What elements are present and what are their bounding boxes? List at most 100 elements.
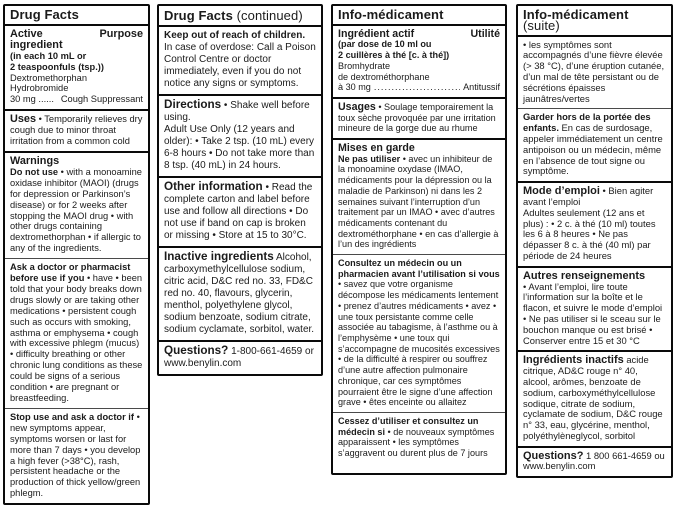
split-right: Antitussif xyxy=(463,82,500,93)
text-run: • Read the complete carton and label bef… xyxy=(164,182,313,241)
section-warnings-do-not-use: Warnings Do not use • with a monoamine ox… xyxy=(5,150,148,258)
text-run: • de nouveaux symptômes apparaissent • l… xyxy=(338,426,495,459)
text-run: In case of overdose: Call a Poison Contr… xyxy=(164,42,316,89)
panel-title: Drug Facts xyxy=(5,6,148,26)
paragraph: (par dose de 10 ml ou 2 cuillères à thé [… xyxy=(338,39,500,60)
panel-title-suffix: (continued) xyxy=(232,8,303,23)
section-autres-renseignements: Autres renseignements • Avant l’emploi, l… xyxy=(518,265,671,351)
section-cessez-d-utiliser: Cessez d’utiliser et consultez un médeci… xyxy=(333,411,505,463)
section-heading: Questions? xyxy=(164,344,229,357)
section-heading: Ingrédients inactifs xyxy=(523,354,624,367)
paragraph: Adult Use Only (12 years and older): • T… xyxy=(164,124,316,172)
paragraph: Garder hors de la portée des enfants. En… xyxy=(523,112,666,177)
text-run: • savez que votre organisme décompose le… xyxy=(338,279,500,408)
text-run: Alcohol, carboxymethylcellulose sodium, … xyxy=(164,252,315,335)
paragraph: Adultes seulement (12 ans et plus) : • 2… xyxy=(523,207,666,262)
bold-run: 2 teaspoonfuls (tsp.)) xyxy=(10,61,105,72)
split-right: Cough Suppressant xyxy=(60,94,143,105)
bold-run: Stop use and ask a doctor if xyxy=(10,411,134,422)
paragraph: Ask a doctor or pharmacist before use if… xyxy=(10,262,143,404)
section-stop-use: Stop use and ask a doctor if • new sympt… xyxy=(5,407,148,503)
paragraph: • Avant l’emploi, lire toute l’informati… xyxy=(523,280,666,347)
panel-title-text: Drug Facts xyxy=(10,7,79,22)
text-run: Dextromethorphan xyxy=(10,72,87,83)
section-other-information: Other information • Read the complete ca… xyxy=(159,176,321,246)
split-left: 30 mg ...... xyxy=(10,94,54,105)
section-questions-fr: Questions? 1 800 661-4659 ou www.benylin… xyxy=(518,445,671,477)
panel-title-text: Info-médicament xyxy=(523,7,629,22)
text-run: • Avant l’emploi, lire toute l’informati… xyxy=(523,280,663,346)
section-heading: Usages xyxy=(338,100,376,113)
text-run: Hydrobromide xyxy=(10,83,69,94)
text-run: • with a monoamine oxidase inhibitor (MA… xyxy=(10,166,142,254)
bold-run: Ne pas utiliser xyxy=(338,153,401,164)
split-right: Purpose xyxy=(99,27,143,40)
bold-run: 2 cuillères à thé [c. à thé]) xyxy=(338,50,450,61)
paragraph: Inactive ingredients Alcohol, carboxymet… xyxy=(164,251,316,336)
text-run: Bromhydrate xyxy=(338,60,391,71)
section-inactive-ingredients-en: Inactive ingredients Alcohol, carboxymet… xyxy=(159,246,321,340)
paragraph: Questions? 1-800-661-4659 or www.benylin… xyxy=(164,345,316,370)
paragraph: Stop use and ask a doctor if • new sympt… xyxy=(10,412,143,499)
text-run: Adult Use Only (12 years and older): • T… xyxy=(164,124,315,171)
bold-run: Do not use xyxy=(10,166,59,177)
text-run: • new symptoms appear, symptoms worsen o… xyxy=(10,411,141,499)
split-left: à 30 mg xyxy=(338,82,371,93)
panel-title: Drug Facts (continued) xyxy=(159,6,321,27)
section-heading: Uses xyxy=(10,113,36,126)
paragraph: Cessez d’utiliser et consultez un médeci… xyxy=(338,416,500,459)
text-run: 1-800-661-4659 or www.benylin.com xyxy=(164,346,314,369)
dose-leader-row: à 30 mg.................................… xyxy=(338,82,500,93)
bold-run: Consultez un médecin ou un pharmacien av… xyxy=(338,258,500,279)
section-consultez-un-medecin: Consultez un médecin ou un pharmacien av… xyxy=(333,254,505,412)
panel-drug-facts-en: Drug Facts Active ingredient Purpose (in ea… xyxy=(3,4,150,505)
section-ingredients-inactifs-fr: Ingrédients inactifs acide citrique, AD&… xyxy=(518,350,671,445)
panel-info-medicament: Info-médicament Ingrédient actif Utilité (p… xyxy=(331,4,507,475)
section-mises-en-garde: Mises en garde Ne pas utiliser • avec un … xyxy=(333,138,505,254)
ingredient-purpose-row: Active ingredient Purpose xyxy=(10,29,143,51)
paragraph: Ingrédients inactifs acide citrique, AD&… xyxy=(523,354,666,441)
text-run: • Temporarily relieves dry cough due to … xyxy=(10,114,143,147)
panel-title-suffix: (suite) xyxy=(523,17,560,33)
panel-info-medicament-suite: Info-médicament (suite) • les symptômes s… xyxy=(516,4,673,479)
leader-dots: ...................................... xyxy=(373,82,460,93)
section-keep-out-of-reach: Keep out of reach of children. In case o… xyxy=(159,27,321,94)
section-active-ingredient: Active ingredient Purpose (in each 10 mL o… xyxy=(5,26,148,109)
text-run: • les symptômes sont accompagnés d’une f… xyxy=(523,38,665,104)
split-left: Active ingredient xyxy=(10,27,63,51)
paragraph: Consultez un médecin ou un pharmacien av… xyxy=(338,258,500,408)
paragraph: Do not use • with a monoamine oxidase in… xyxy=(10,167,143,254)
panel-drug-facts-continued: Drug Facts (continued) Keep out of reach … xyxy=(157,4,323,376)
text-run: • Bien agiter avant l’emploi xyxy=(523,185,654,207)
section-garder-hors-de-portee: Garder hors de la portée des enfants. En… xyxy=(518,108,671,181)
split-left: Ingrédient actif xyxy=(338,27,415,40)
panel-title-text: Drug Facts xyxy=(164,8,233,23)
paragraph: Bromhydrate de dextrométhorphane xyxy=(338,61,500,82)
text-run: acide citrique, AD&C rouge n° 40, alcool… xyxy=(523,354,663,441)
panel-title-text: Info-médicament xyxy=(338,7,444,22)
bold-run: (par dose de 10 ml ou xyxy=(338,39,432,50)
panel-title: Info-médicament (suite) xyxy=(518,6,671,37)
paragraph: Other information • Read the complete ca… xyxy=(164,181,316,242)
paragraph: Dextromethorphan Hydrobromide xyxy=(10,73,143,95)
panel-title: Info-médicament xyxy=(333,6,505,26)
section-ingredient-actif: Ingrédient actif Utilité (par dose de 10 m… xyxy=(333,26,505,97)
section-heading: Inactive ingredients xyxy=(164,250,274,263)
section-heading: Mises en garde xyxy=(338,142,415,155)
text-run: • Shake well before using. xyxy=(164,100,310,123)
text-run: • avec un inhibiteur de la monoamine oxy… xyxy=(338,153,499,250)
paragraph: Uses • Temporarily relieves dry cough du… xyxy=(10,114,143,147)
section-heading: Other information xyxy=(164,180,263,193)
paragraph: (in each 10 mL or 2 teaspoonfuls (tsp.)) xyxy=(10,51,143,73)
bold-run: Keep out of reach of children. xyxy=(164,30,306,41)
text-run: 1 800 661-4659 ou www.benylin.com xyxy=(523,449,665,472)
section-heading: Directions xyxy=(164,98,222,111)
paragraph: Keep out of reach of children. In case o… xyxy=(164,30,316,90)
text-run: • Soulage temporairement la toux sèche p… xyxy=(338,101,496,134)
bold-run: (in each 10 mL or xyxy=(10,50,87,61)
section-mode-d-emploi: Mode d’emploi • Bien agiter avant l’empl… xyxy=(518,181,671,266)
section-uses: Uses • Temporarily relieves dry cough du… xyxy=(5,109,148,151)
section-heading: Warnings xyxy=(10,154,60,167)
bold-run: Ask a doctor or pharmacist before use if… xyxy=(10,262,131,284)
paragraph: Ne pas utiliser • avec un inhibiteur de … xyxy=(338,154,500,250)
